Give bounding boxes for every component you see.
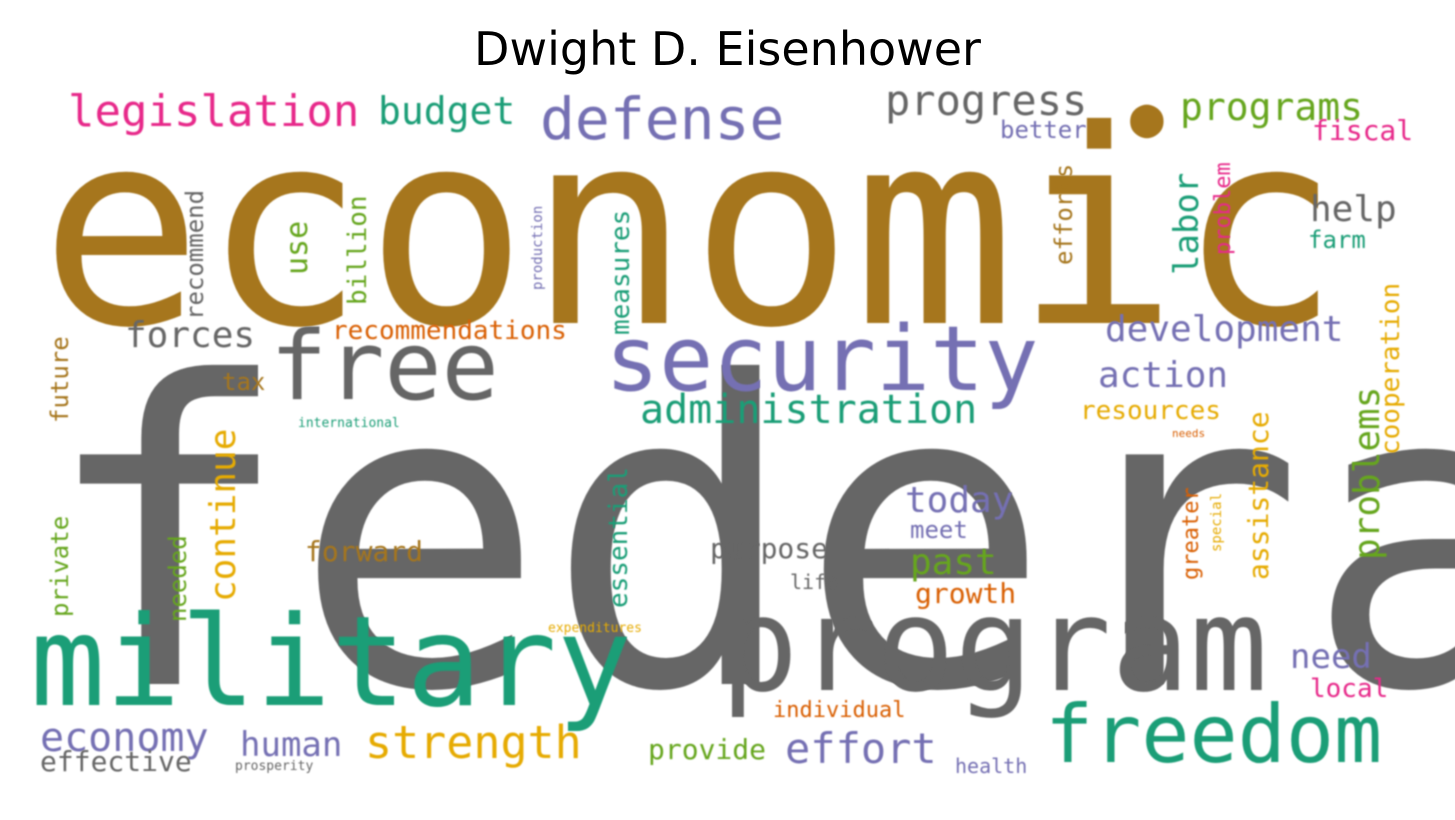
word-better: better (1000, 116, 1087, 144)
word-greater: greater (1179, 487, 1204, 580)
word-free: free (270, 312, 499, 422)
word-use: use (280, 220, 315, 275)
word-essential: essential (604, 467, 634, 608)
word-resources: resources (1080, 396, 1221, 426)
word-private: private (46, 515, 74, 617)
word-effective: effective (40, 745, 192, 778)
word-cooperation: cooperation (1376, 282, 1406, 455)
word-prosperity: prosperity (235, 759, 314, 774)
word-growth: growth (915, 577, 1017, 610)
word-past: past (910, 542, 997, 583)
word-labor: labor (1167, 172, 1207, 275)
word-provide: provide (648, 733, 767, 766)
word-forces: forces (125, 315, 256, 356)
word-help: help (1310, 189, 1397, 230)
word-individual: individual (773, 698, 906, 723)
word-action: action (1098, 355, 1229, 396)
word-efforts: efforts (1050, 163, 1078, 265)
word-expenditures: expenditures (548, 621, 642, 636)
word-administration: administration (640, 387, 978, 433)
word-federal: federal (40, 295, 1455, 784)
word-legislation: legislation (68, 86, 360, 137)
word-recommendations: recommendations (332, 316, 567, 346)
word-measures: measures (606, 209, 636, 335)
word-programs: programs (1180, 85, 1364, 129)
word-need: need (1290, 637, 1372, 677)
word-forward: forward (305, 535, 424, 568)
word-budget: budget (378, 89, 516, 133)
word-effort: effort (785, 724, 937, 773)
word-local: local (1310, 674, 1389, 704)
word-fiscal: fiscal (1312, 114, 1414, 147)
word-tax: tax (222, 368, 266, 396)
word-military: military (30, 590, 633, 735)
word-purpose: purpose (710, 532, 829, 565)
word-production: production (530, 205, 546, 290)
word-needs: needs (1172, 427, 1206, 440)
word-health: health (955, 754, 1028, 778)
word-recommend: recommend (181, 189, 209, 320)
word-strength: strength (365, 716, 582, 769)
bullet-dot: ● (1130, 85, 1164, 150)
word-international: international (298, 416, 400, 431)
word-defense: defense (540, 85, 785, 153)
word-meet: meet (910, 516, 968, 544)
word-freedom: freedom (1045, 688, 1383, 781)
chart-title: Dwight D. Eisenhower (474, 22, 981, 76)
word-security: security (605, 307, 1039, 412)
word-farm: farm (1308, 226, 1366, 254)
word-continue: continue (203, 428, 244, 602)
word-progress: progress (885, 76, 1088, 125)
word-program: program (720, 569, 1268, 721)
word-economy: economy (40, 715, 209, 761)
word-problem: problem (1211, 162, 1236, 255)
word-needed: needed (164, 535, 192, 622)
word-human: human (240, 725, 343, 765)
word-development: development (1105, 309, 1344, 350)
word-today: today (905, 480, 1014, 521)
word-assistance: assistance (1242, 411, 1275, 580)
word-billion: billion (343, 195, 373, 305)
word-life: life (790, 570, 839, 594)
word-economic: economic (40, 72, 1341, 387)
word-special: special (1209, 492, 1225, 552)
word-future: future (46, 336, 74, 423)
